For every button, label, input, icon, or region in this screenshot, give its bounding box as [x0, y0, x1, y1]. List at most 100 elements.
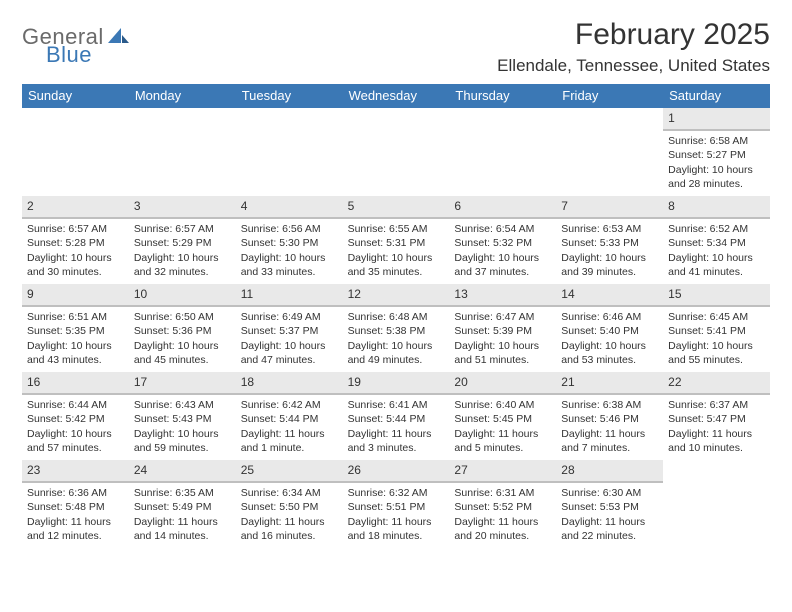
- sunset-line: Sunset: 5:47 PM: [668, 412, 765, 426]
- daylight-line: Daylight: 11 hours and 22 minutes.: [561, 515, 658, 543]
- sunrise-line: Sunrise: 6:41 AM: [348, 398, 445, 412]
- daylight-line: Daylight: 10 hours and 53 minutes.: [561, 339, 658, 367]
- location-subtitle: Ellendale, Tennessee, United States: [497, 56, 770, 76]
- calendar-grid: SundayMondayTuesdayWednesdayThursdayFrid…: [22, 84, 770, 548]
- calendar-cell: 14Sunrise: 6:46 AMSunset: 5:40 PMDayligh…: [556, 284, 663, 372]
- weekday-header: Sunday: [22, 84, 129, 108]
- month-title: February 2025: [497, 18, 770, 52]
- sunset-line: Sunset: 5:27 PM: [668, 148, 765, 162]
- sunset-line: Sunset: 5:44 PM: [348, 412, 445, 426]
- calendar-cell: 28Sunrise: 6:30 AMSunset: 5:53 PMDayligh…: [556, 460, 663, 548]
- calendar-cell: 13Sunrise: 6:47 AMSunset: 5:39 PMDayligh…: [449, 284, 556, 372]
- day-number: 22: [663, 372, 770, 395]
- daylight-line: Daylight: 10 hours and 55 minutes.: [668, 339, 765, 367]
- day-details: Sunrise: 6:48 AMSunset: 5:38 PMDaylight:…: [343, 310, 450, 371]
- day-number: 17: [129, 372, 236, 395]
- daylight-line: Daylight: 11 hours and 7 minutes.: [561, 427, 658, 455]
- day-details: Sunrise: 6:35 AMSunset: 5:49 PMDaylight:…: [129, 486, 236, 547]
- calendar-cell: 9 Sunrise: 6:51 AMSunset: 5:35 PMDaylight…: [22, 284, 129, 372]
- day-details: Sunrise: 6:36 AMSunset: 5:48 PMDaylight:…: [22, 486, 129, 547]
- day-details: Sunrise: 6:51 AMSunset: 5:35 PMDaylight:…: [22, 310, 129, 371]
- weekday-header: Saturday: [663, 84, 770, 108]
- sunset-line: Sunset: 5:39 PM: [454, 324, 551, 338]
- sunset-line: Sunset: 5:49 PM: [134, 500, 231, 514]
- daylight-line: Daylight: 10 hours and 47 minutes.: [241, 339, 338, 367]
- calendar-week-row: 16 Sunrise: 6:44 AMSunset: 5:42 PMDayligh…: [22, 372, 770, 460]
- calendar-cell: [663, 460, 770, 548]
- daylight-line: Daylight: 10 hours and 51 minutes.: [454, 339, 551, 367]
- day-details: Sunrise: 6:34 AMSunset: 5:50 PMDaylight:…: [236, 486, 343, 547]
- day-number: 27: [449, 460, 556, 483]
- calendar-week-row: 9 Sunrise: 6:51 AMSunset: 5:35 PMDaylight…: [22, 284, 770, 372]
- sunrise-line: Sunrise: 6:48 AM: [348, 310, 445, 324]
- calendar-cell: 4Sunrise: 6:56 AMSunset: 5:30 PMDaylight…: [236, 196, 343, 284]
- calendar-cell: 16 Sunrise: 6:44 AMSunset: 5:42 PMDayligh…: [22, 372, 129, 460]
- day-number: 3: [129, 196, 236, 219]
- day-details: Sunrise: 6:32 AMSunset: 5:51 PMDaylight:…: [343, 486, 450, 547]
- calendar-cell: 5Sunrise: 6:55 AMSunset: 5:31 PMDaylight…: [343, 196, 450, 284]
- sunrise-line: Sunrise: 6:30 AM: [561, 486, 658, 500]
- logo-sail-icon: [108, 26, 130, 49]
- sunset-line: Sunset: 5:37 PM: [241, 324, 338, 338]
- day-number: 19: [343, 372, 450, 395]
- day-details: Sunrise: 6:30 AMSunset: 5:53 PMDaylight:…: [556, 486, 663, 547]
- sunrise-line: Sunrise: 6:31 AM: [454, 486, 551, 500]
- calendar-cell: [129, 108, 236, 196]
- daylight-line: Daylight: 10 hours and 30 minutes.: [27, 251, 124, 279]
- day-details: Sunrise: 6:50 AMSunset: 5:36 PMDaylight:…: [129, 310, 236, 371]
- day-number: 26: [343, 460, 450, 483]
- calendar-cell: 18 Sunrise: 6:42 AMSunset: 5:44 PMDayligh…: [236, 372, 343, 460]
- calendar-cell: [236, 108, 343, 196]
- sunrise-line: Sunrise: 6:44 AM: [27, 398, 124, 412]
- day-number: 24: [129, 460, 236, 483]
- day-number: 5: [343, 196, 450, 219]
- sunset-line: Sunset: 5:41 PM: [668, 324, 765, 338]
- sunset-line: Sunset: 5:30 PM: [241, 236, 338, 250]
- sunset-line: Sunset: 5:50 PM: [241, 500, 338, 514]
- daylight-line: Daylight: 11 hours and 18 minutes.: [348, 515, 445, 543]
- sunset-line: Sunset: 5:34 PM: [668, 236, 765, 250]
- day-number: 4: [236, 196, 343, 219]
- day-details: Sunrise: 6:43 AMSunset: 5:43 PMDaylight:…: [129, 398, 236, 459]
- calendar-cell: 22Sunrise: 6:37 AMSunset: 5:47 PMDayligh…: [663, 372, 770, 460]
- day-number: 1: [663, 108, 770, 131]
- sunset-line: Sunset: 5:33 PM: [561, 236, 658, 250]
- day-details: Sunrise: 6:40 AMSunset: 5:45 PMDaylight:…: [449, 398, 556, 459]
- day-details: Sunrise: 6:31 AMSunset: 5:52 PMDaylight:…: [449, 486, 556, 547]
- calendar-week-row: 2Sunrise: 6:57 AMSunset: 5:28 PMDaylight…: [22, 196, 770, 284]
- calendar-cell: 23Sunrise: 6:36 AMSunset: 5:48 PMDayligh…: [22, 460, 129, 548]
- sunset-line: Sunset: 5:28 PM: [27, 236, 124, 250]
- calendar-cell: 17 Sunrise: 6:43 AMSunset: 5:43 PMDayligh…: [129, 372, 236, 460]
- sunrise-line: Sunrise: 6:35 AM: [134, 486, 231, 500]
- sunset-line: Sunset: 5:51 PM: [348, 500, 445, 514]
- day-details: Sunrise: 6:47 AMSunset: 5:39 PMDaylight:…: [449, 310, 556, 371]
- sunset-line: Sunset: 5:45 PM: [454, 412, 551, 426]
- day-details: Sunrise: 6:52 AMSunset: 5:34 PMDaylight:…: [663, 222, 770, 283]
- day-details: Sunrise: 6:42 AMSunset: 5:44 PMDaylight:…: [236, 398, 343, 459]
- day-number: 9: [22, 284, 129, 307]
- calendar-cell: 27 Sunrise: 6:31 AMSunset: 5:52 PMDayligh…: [449, 460, 556, 548]
- calendar-cell: 11Sunrise: 6:49 AMSunset: 5:37 PMDayligh…: [236, 284, 343, 372]
- daylight-line: Daylight: 10 hours and 41 minutes.: [668, 251, 765, 279]
- day-details: Sunrise: 6:41 AMSunset: 5:44 PMDaylight:…: [343, 398, 450, 459]
- day-number: 16: [22, 372, 129, 395]
- daylight-line: Daylight: 10 hours and 33 minutes.: [241, 251, 338, 279]
- logo: General Blue: [22, 18, 130, 50]
- sunset-line: Sunset: 5:40 PM: [561, 324, 658, 338]
- day-details: Sunrise: 6:54 AMSunset: 5:32 PMDaylight:…: [449, 222, 556, 283]
- day-number: 15: [663, 284, 770, 307]
- sunset-line: Sunset: 5:29 PM: [134, 236, 231, 250]
- daylight-line: Daylight: 11 hours and 1 minute.: [241, 427, 338, 455]
- day-details: Sunrise: 6:58 AMSunset: 5:27 PMDaylight:…: [663, 134, 770, 195]
- day-details: Sunrise: 6:44 AMSunset: 5:42 PMDaylight:…: [22, 398, 129, 459]
- calendar-cell: 6Sunrise: 6:54 AMSunset: 5:32 PMDaylight…: [449, 196, 556, 284]
- calendar-cell: 26 Sunrise: 6:32 AMSunset: 5:51 PMDayligh…: [343, 460, 450, 548]
- weekday-header: Wednesday: [343, 84, 450, 108]
- calendar-cell: 7Sunrise: 6:53 AMSunset: 5:33 PMDaylight…: [556, 196, 663, 284]
- calendar-week-row: 23Sunrise: 6:36 AMSunset: 5:48 PMDayligh…: [22, 460, 770, 548]
- day-number: 18: [236, 372, 343, 395]
- daylight-line: Daylight: 10 hours and 28 minutes.: [668, 163, 765, 191]
- daylight-line: Daylight: 10 hours and 49 minutes.: [348, 339, 445, 367]
- sunrise-line: Sunrise: 6:43 AM: [134, 398, 231, 412]
- day-number: 20: [449, 372, 556, 395]
